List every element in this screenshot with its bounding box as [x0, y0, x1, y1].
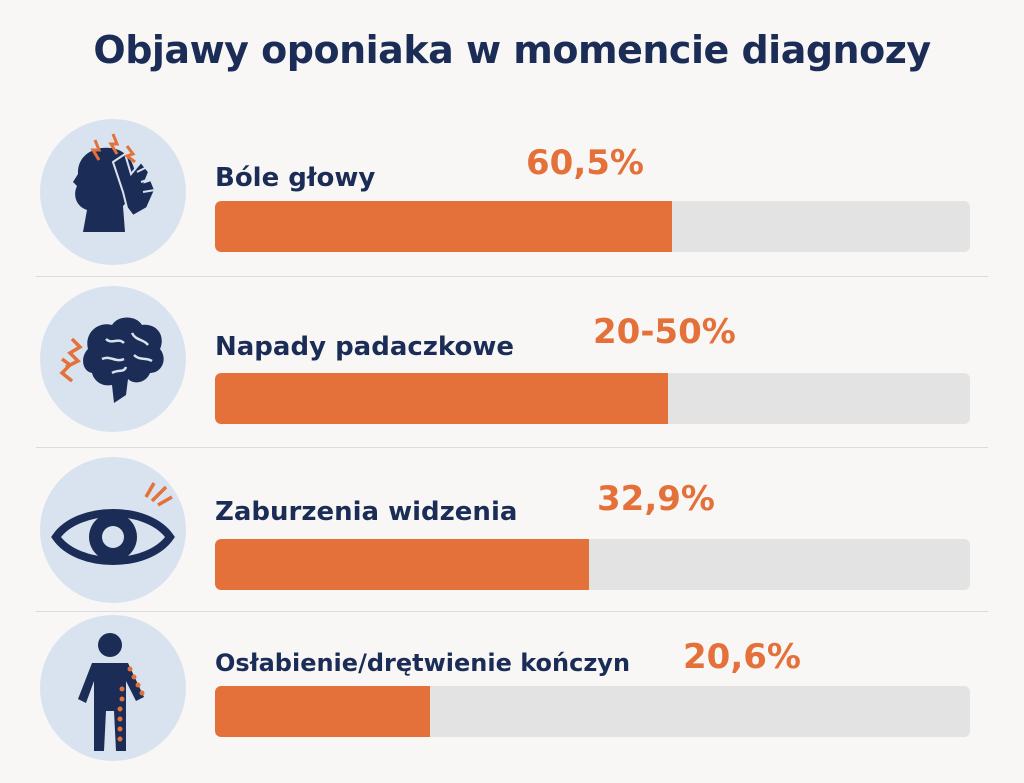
value-label: 60,5% [526, 143, 644, 183]
symptom-row-vision: Zaburzenia widzenia 32,9% [0, 449, 1024, 619]
symptom-label: Zaburzenia widzenia [215, 497, 518, 527]
row-divider [36, 276, 988, 277]
bar-fill [215, 539, 590, 590]
bar-fill [215, 201, 672, 252]
symptom-label: Bóle głowy [215, 163, 376, 193]
chart-title: Objawy oponiaka w momencie diagnozy [93, 28, 931, 72]
value-label: 20,6% [683, 637, 801, 677]
brain-seizure-icon [40, 286, 186, 432]
row-divider [36, 611, 988, 612]
bar-fill [215, 373, 668, 424]
bar-track [215, 373, 970, 424]
value-label: 20-50% [593, 312, 736, 352]
symptom-row-limbs: Osłabienie/drętwienie kończyn 20,6% [0, 613, 1024, 783]
bar-fill [215, 686, 431, 737]
symptom-label: Napady padaczkowe [215, 332, 515, 362]
bar-track [215, 686, 970, 737]
row-divider [36, 447, 988, 448]
symptom-row-seizures: Napady padaczkowe 20-50% [0, 278, 1024, 448]
symptom-label: Osłabienie/drętwienie kończyn [215, 649, 631, 677]
headache-icon [40, 119, 186, 265]
symptom-row-headache: Bóle głowy 60,5% [0, 107, 1024, 277]
body-numbness-icon [40, 615, 186, 761]
value-label: 32,9% [597, 479, 715, 519]
eye-icon [40, 457, 186, 603]
bar-track [215, 201, 970, 252]
bar-track [215, 539, 970, 590]
